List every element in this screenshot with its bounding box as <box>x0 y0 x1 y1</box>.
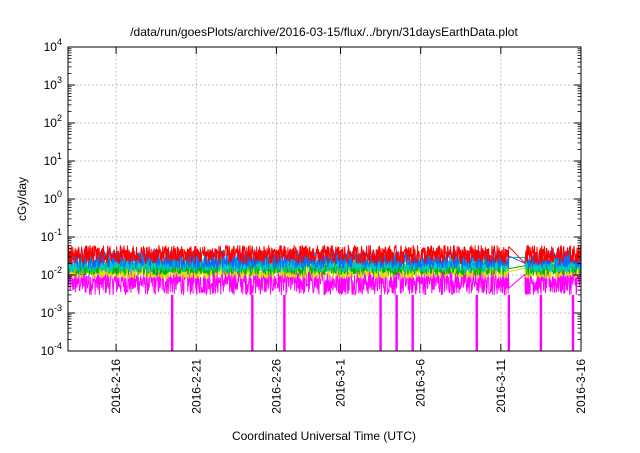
y-tick-label: 104 <box>44 37 62 54</box>
y-tick-label: 10-2 <box>41 265 62 282</box>
magenta-dropout-spike <box>379 294 382 351</box>
magenta-dropout-spike <box>283 294 286 351</box>
x-tick-label: 2016-2-21 <box>189 359 203 414</box>
series-line <box>67 267 582 296</box>
magenta-dropout-spike <box>411 294 414 351</box>
magenta-dropout-spike <box>251 294 254 351</box>
magenta-dropout-spike <box>395 294 398 351</box>
x-axis-label: Coordinated Universal Time (UTC) <box>232 429 416 443</box>
magenta-dropout-spike <box>507 294 511 351</box>
magenta-dropout-spike <box>170 294 174 351</box>
x-tick-label: 2016-3-16 <box>574 359 588 414</box>
magenta-dropout-spike <box>539 294 543 351</box>
x-tick-label: 2016-2-26 <box>269 359 283 414</box>
y-tick-label: 10-3 <box>41 303 62 320</box>
x-tick-label: 2016-3-6 <box>414 359 428 407</box>
y-tick-label: 103 <box>44 75 62 92</box>
x-tick-labels: 2016-2-16 2016-2-21 2016-2-26 2016-3-1 2016-… <box>109 359 588 414</box>
tick-layer <box>68 46 582 352</box>
chart-title: /data/run/goesPlots/archive/2016-03-15/f… <box>130 25 518 39</box>
y-tick-label: 10-1 <box>41 227 62 244</box>
y-tick-labels: 10-4 10-3 10-2 10-1 100 101 102 103 104 <box>41 37 62 358</box>
magenta-dropout-spike <box>571 294 575 351</box>
x-tick-label: 2016-3-11 <box>494 359 508 413</box>
y-tick-label: 100 <box>44 189 62 206</box>
x-tick-label: 2016-3-1 <box>334 359 348 407</box>
y-tick-label: 101 <box>44 151 62 168</box>
y-tick-label: 102 <box>44 113 62 130</box>
y-axis-label: cGy/day <box>15 177 29 221</box>
grid-layer <box>68 47 581 351</box>
series-layer <box>67 244 582 351</box>
y-tick-label: 10-4 <box>41 341 62 358</box>
x-tick-label: 2016-2-16 <box>109 359 123 414</box>
magenta-dropout-spike <box>475 294 478 351</box>
series-line <box>67 244 582 265</box>
